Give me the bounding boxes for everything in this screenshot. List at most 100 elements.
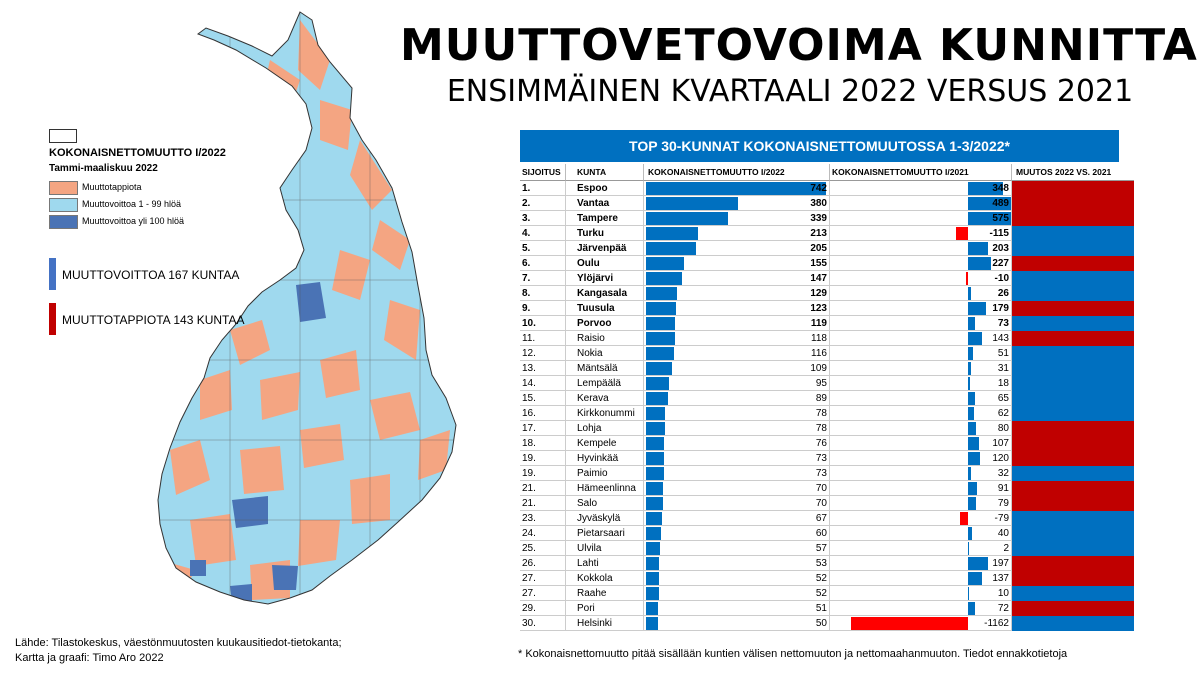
table-row: 7. Ylöjärvi 147 -10	[520, 271, 1135, 286]
bar-2022	[646, 317, 675, 330]
cell-2022: 50	[644, 616, 830, 631]
row-municipality: Tuusula	[566, 301, 644, 316]
bar-2021	[968, 467, 972, 480]
source-line-2: Kartta ja graafi: Timo Aro 2022	[15, 652, 164, 664]
value-2021: 32	[997, 468, 1009, 479]
value-2022: 70	[815, 498, 827, 509]
cell-2022: 339	[644, 211, 830, 226]
value-2022: 52	[815, 588, 827, 599]
cell-2022: 380	[644, 196, 830, 211]
cell-2021: -79	[830, 511, 1012, 526]
table-row: 25. Ulvila 57 2	[520, 541, 1135, 556]
value-2022: 155	[810, 258, 827, 269]
cell-2021: 79	[830, 496, 1012, 511]
table-row: 30. Helsinki 50 -1162	[520, 616, 1135, 631]
cell-2021: 72	[830, 601, 1012, 616]
page-title: MUUTTOVETOVOIMA KUNNITTAIN	[400, 20, 1200, 71]
value-2021: -10	[994, 273, 1009, 284]
row-rank: 11.	[520, 331, 566, 346]
value-2022: 119	[810, 318, 827, 329]
cell-2021: 80	[830, 421, 1012, 436]
value-2022: 78	[815, 423, 827, 434]
value-2021: 179	[992, 303, 1009, 314]
bar-2022	[646, 422, 665, 435]
row-municipality: Jyväskylä	[566, 511, 644, 526]
change-indicator	[1012, 481, 1134, 496]
cell-2022: 78	[644, 406, 830, 421]
change-indicator	[1012, 376, 1134, 391]
row-municipality: Hyvinkää	[566, 451, 644, 466]
table-row: 13. Mäntsälä 109 31	[520, 361, 1135, 376]
bar-2022	[646, 332, 675, 345]
value-2021: -1162	[984, 618, 1009, 629]
row-municipality: Kokkola	[566, 571, 644, 586]
bar-2021	[968, 362, 972, 375]
value-2022: 109	[810, 363, 827, 374]
bar-2022	[646, 542, 660, 555]
row-rank: 5.	[520, 241, 566, 256]
change-indicator	[1012, 556, 1134, 571]
table-row: 27. Raahe 52 10	[520, 586, 1135, 601]
bar-2022	[646, 287, 678, 300]
cell-2022: 118	[644, 331, 830, 346]
footnote: * Kokonaisnettomuutto pitää sisällään ku…	[518, 648, 1068, 660]
row-municipality: Pori	[566, 601, 644, 616]
legend-frame	[49, 129, 77, 143]
row-municipality: Nokia	[566, 346, 644, 361]
bar-2022	[646, 527, 661, 540]
bar-2021	[968, 542, 969, 555]
value-2021: 2	[1003, 543, 1009, 554]
table-row: 5. Järvenpää 205 203	[520, 241, 1135, 256]
change-indicator	[1012, 316, 1134, 331]
source-line-1: Lähde: Tilastokeskus, väestönmuutosten k…	[15, 637, 342, 649]
value-2022: 50	[815, 618, 827, 629]
bar-2022	[646, 212, 729, 225]
value-2022: 116	[811, 348, 827, 359]
change-indicator	[1012, 436, 1134, 451]
row-rank: 1.	[520, 181, 566, 196]
bar-2021	[966, 272, 968, 285]
bar-2022	[646, 182, 826, 195]
bar-2021	[968, 197, 1011, 210]
legend-subtitle: Tammi-maaliskuu 2022	[49, 163, 158, 174]
gain-marker	[49, 258, 56, 290]
bar-2022	[646, 512, 663, 525]
bar-2022	[646, 347, 675, 360]
cell-2022: 52	[644, 571, 830, 586]
bar-2022	[646, 452, 664, 465]
row-rank: 10.	[520, 316, 566, 331]
cell-2021: 18	[830, 376, 1012, 391]
table-row: 27. Kokkola 52 137	[520, 571, 1135, 586]
row-municipality: Porvoo	[566, 316, 644, 331]
row-rank: 24.	[520, 526, 566, 541]
value-2022: 73	[815, 453, 827, 464]
change-indicator	[1012, 496, 1134, 511]
cell-2022: 205	[644, 241, 830, 256]
row-rank: 6.	[520, 256, 566, 271]
col-2021: KOKONAISNETTOMUUTTO I/2021	[830, 164, 1012, 181]
change-indicator	[1012, 541, 1134, 556]
change-indicator	[1012, 226, 1134, 241]
value-2021: 51	[997, 348, 1009, 359]
value-2022: 380	[810, 198, 827, 209]
change-indicator	[1012, 406, 1134, 421]
value-2021: 203	[992, 243, 1009, 254]
cell-2022: 70	[644, 496, 830, 511]
legend-label: Muuttotappiota	[82, 182, 142, 192]
cell-2021: 40	[830, 526, 1012, 541]
row-rank: 13.	[520, 361, 566, 376]
value-2022: 51	[815, 603, 827, 614]
row-municipality: Kerava	[566, 391, 644, 406]
table-row: 19. Paimio 73 32	[520, 466, 1135, 481]
table-row: 21. Hämeenlinna 70 91	[520, 481, 1135, 496]
bar-2021	[968, 332, 983, 345]
change-indicator	[1012, 421, 1134, 436]
row-rank: 9.	[520, 301, 566, 316]
value-2022: 76	[815, 438, 827, 449]
table-row: 12. Nokia 116 51	[520, 346, 1135, 361]
value-2022: 78	[815, 408, 827, 419]
bar-2021	[968, 497, 976, 510]
bar-2021	[968, 242, 989, 255]
value-2022: 123	[810, 303, 827, 314]
bar-2022	[646, 227, 698, 240]
